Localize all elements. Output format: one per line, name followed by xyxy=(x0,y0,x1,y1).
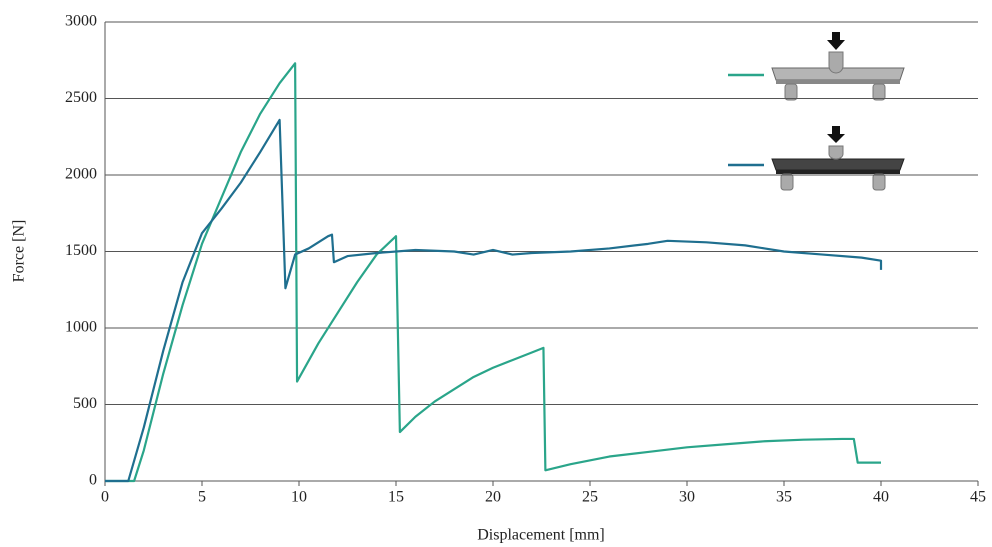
y-tick-label: 3000 xyxy=(65,13,97,30)
y-tick-label: 2000 xyxy=(65,166,97,183)
x-axis-title: Displacement [mm] xyxy=(477,527,605,544)
line-series xyxy=(105,63,881,481)
legend-icon-2 xyxy=(772,126,904,190)
x-tick-label: 35 xyxy=(776,489,792,506)
legend-icon-1 xyxy=(772,32,904,100)
x-tick-label: 15 xyxy=(388,489,404,506)
x-tick-label: 45 xyxy=(970,489,986,506)
chart: Displacement [mm] Force [N] 0 500 1000 1500… xyxy=(0,0,992,547)
y-tick-label: 500 xyxy=(73,395,97,412)
x-tick-label: 40 xyxy=(873,489,889,506)
x-tick-label: 5 xyxy=(198,489,206,506)
y-axis-title: Force [N] xyxy=(11,220,28,283)
x-tick-label: 20 xyxy=(485,489,501,506)
x-tick-label: 0 xyxy=(101,489,109,506)
y-tick-label: 2500 xyxy=(65,89,97,106)
line-series xyxy=(105,120,881,481)
x-tick-label: 10 xyxy=(291,489,307,506)
y-tick-label: 1500 xyxy=(65,242,97,259)
y-tick-label: 0 xyxy=(89,472,97,489)
x-tick-label: 30 xyxy=(679,489,695,506)
y-tick-label: 1000 xyxy=(65,319,97,336)
x-tick-label: 25 xyxy=(582,489,598,506)
